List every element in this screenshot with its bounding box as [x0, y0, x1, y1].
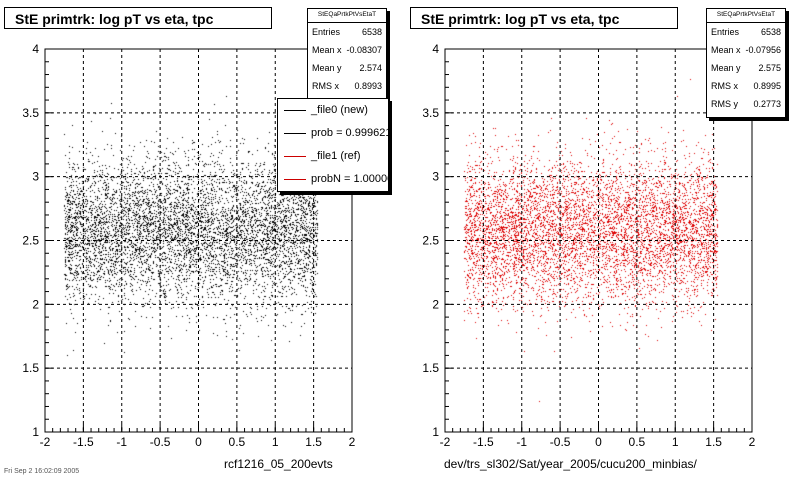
left-stats-meany: Mean y 2.574 — [312, 63, 382, 73]
right-x-axis-label: dev/trs_sl302/Sat/year_2005/cucu200_minb… — [444, 457, 697, 471]
x-tick-label: -1 — [516, 435, 527, 449]
legend-box: _file0 (new) prob = 0.999621 _file1 (ref… — [277, 98, 389, 192]
x-tick-label: -1.5 — [473, 435, 494, 449]
x-tick-label: 0.5 — [629, 435, 646, 449]
legend-swatch — [284, 110, 306, 111]
x-tick-label: -2 — [40, 435, 51, 449]
y-tick-label: 3.5 — [22, 106, 39, 120]
right-stats-entries: Entries 6538 — [711, 27, 781, 37]
x-tick-label: 2 — [349, 435, 356, 449]
legend-item-file0: _file0 (new) — [278, 99, 388, 122]
legend-item-prob: prob = 0.999621 — [278, 122, 388, 145]
y-tick-label: 2 — [432, 297, 439, 311]
x-tick-label: 0.5 — [229, 435, 246, 449]
right-stats-name: StEQaPrtkPtVsEtaT — [707, 9, 785, 23]
x-tick-label: 0 — [595, 435, 602, 449]
right-stats-meany: Mean y 2.575 — [711, 63, 781, 73]
y-tick-label: 1 — [32, 425, 39, 439]
legend-item-file1: _file1 (ref) — [278, 145, 388, 168]
legend-swatch — [284, 133, 306, 134]
right-chart-title: StE primtrk: log pT vs eta, tpc — [410, 7, 678, 29]
x-tick-label: -1 — [116, 435, 127, 449]
x-tick-label: -0.5 — [550, 435, 571, 449]
y-tick-label: 3 — [432, 170, 439, 184]
y-tick-label: 2 — [32, 297, 39, 311]
x-tick-label: 2 — [749, 435, 756, 449]
y-tick-label: 2.5 — [422, 234, 439, 248]
y-tick-label: 4 — [432, 42, 439, 56]
right-stats-meanx: Mean x -0.07956 — [711, 45, 781, 55]
x-tick-label: -2 — [440, 435, 451, 449]
y-tick-label: 4 — [32, 42, 39, 56]
x-tick-label: 1 — [272, 435, 279, 449]
right-stats-box: StEQaPrtkPtVsEtaT Entries 6538 Mean x -0.0… — [706, 8, 786, 118]
y-tick-label: 3 — [32, 170, 39, 184]
y-tick-label: 2.5 — [22, 234, 39, 248]
left-stats-meanx: Mean x -0.08307 — [312, 45, 382, 55]
left-stats-box: StEQaPrtkPtVsEtaT Entries 6538 Mean x -0.0… — [307, 8, 387, 100]
left-stats-entries: Entries 6538 — [312, 27, 382, 37]
x-tick-label: -0.5 — [150, 435, 171, 449]
y-tick-label: 1.5 — [22, 361, 39, 375]
x-tick-label: 1.5 — [305, 435, 322, 449]
x-tick-label: 1 — [672, 435, 679, 449]
left-chart-title: StE primtrk: log pT vs eta, tpc — [4, 7, 272, 29]
x-tick-label: 1.5 — [705, 435, 722, 449]
legend-swatch — [284, 156, 306, 157]
y-tick-label: 1 — [432, 425, 439, 439]
legend-item-probn: probN = 1.000000 — [278, 168, 388, 191]
left-x-axis-label: rcf1216_05_200evts — [224, 457, 333, 471]
legend-swatch — [284, 179, 306, 180]
left-stats-rmsx: RMS x 0.8993 — [312, 81, 382, 91]
y-tick-label: 1.5 — [422, 361, 439, 375]
right-stats-rmsx: RMS x 0.8995 — [711, 81, 781, 91]
footer-timestamp: Fri Sep 2 16:02:09 2005 — [4, 468, 80, 475]
x-tick-label: 0 — [195, 435, 202, 449]
x-tick-label: -1.5 — [73, 435, 94, 449]
y-tick-label: 3.5 — [422, 106, 439, 120]
right-stats-rmsy: RMS y 0.2773 — [711, 99, 781, 109]
left-stats-name: StEQaPrtkPtVsEtaT — [308, 9, 386, 23]
